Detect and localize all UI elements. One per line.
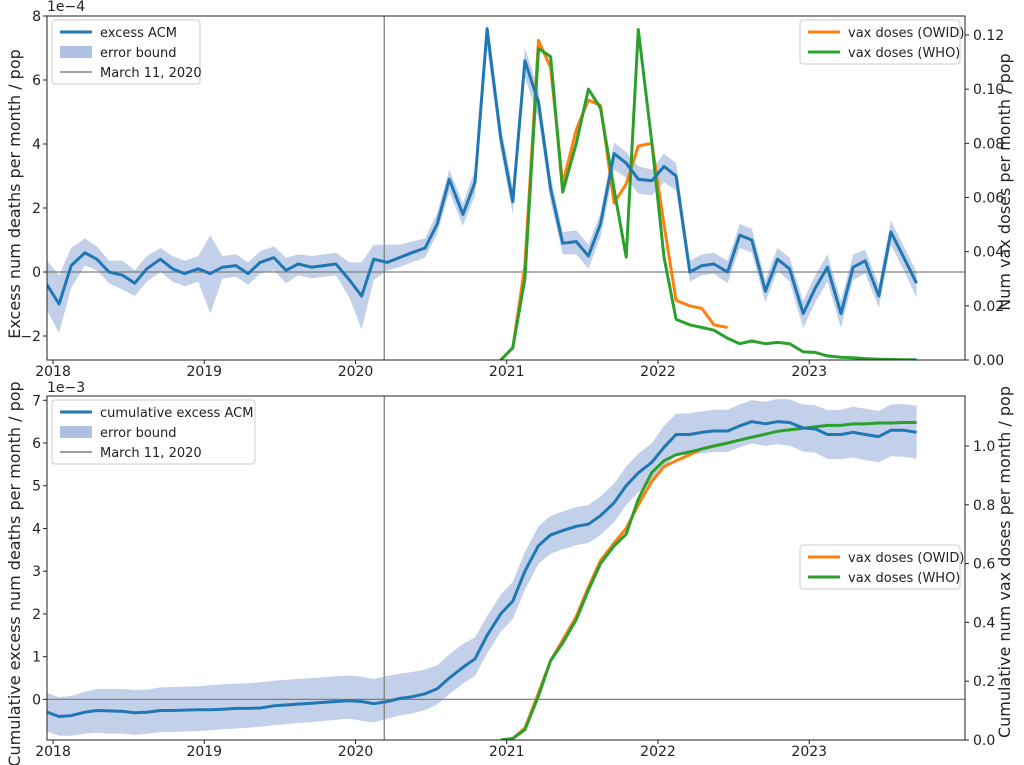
- y-tick-label: 1: [32, 650, 41, 666]
- y2-tick-label: 0.2: [973, 674, 995, 690]
- legend-left-label: error bound: [100, 46, 177, 61]
- y-tick-label: 0: [32, 692, 41, 708]
- legend-error-band-swatch: [60, 46, 92, 58]
- legend-left-box: [51, 19, 201, 85]
- y2-axis-title: Num vax doses per month / pop: [995, 53, 1014, 310]
- y2-tick-label: 0.8: [973, 498, 995, 514]
- excess-acm-line: [47, 27, 918, 316]
- legend-left-box: [51, 399, 256, 465]
- x-tick-label: 2021: [489, 364, 525, 380]
- error-band: [47, 399, 917, 736]
- y-tick-label: 6: [32, 436, 41, 452]
- y2-tick-label: 0.10: [973, 82, 1004, 98]
- y2-tick-label: 0.02: [973, 299, 1004, 315]
- x-tick-label: 2023: [791, 744, 827, 760]
- legend-error-band-swatch: [60, 426, 92, 438]
- legend-right-label: vax doses (OWID): [848, 551, 964, 566]
- y2-tick-label: 0.0: [973, 733, 995, 749]
- y-tick-label: 5: [32, 479, 41, 495]
- y2-tick-label: 0.00: [973, 353, 1004, 369]
- y2-tick-label: 0.4: [973, 615, 995, 631]
- x-tick-label: 2021: [489, 744, 525, 760]
- y-axis-title: Excess num deaths per month / pop: [5, 49, 24, 339]
- x-tick-label: 2020: [338, 364, 374, 380]
- x-tick-label: 2019: [186, 744, 222, 760]
- y-tick-label: 0: [32, 265, 41, 281]
- y2-tick-label: 0.6: [973, 557, 995, 573]
- plot-frame: [46, 15, 966, 361]
- legend-left-label: excess ACM: [100, 26, 177, 41]
- plot-frame: [46, 395, 966, 741]
- y-tick-label: 2: [32, 607, 41, 623]
- y-axis-title: Cumulative excess num deaths per month /…: [5, 381, 24, 765]
- legend-left-label: March 11, 2020: [100, 446, 202, 461]
- y-tick-label: 6: [32, 73, 41, 89]
- legend-left-label: cumulative excess ACM: [100, 406, 253, 421]
- y-tick-label: −2: [20, 329, 41, 345]
- y2-tick-label: 0.04: [973, 245, 1004, 261]
- y-tick-label: 2: [32, 201, 41, 217]
- error-band: [47, 22, 917, 333]
- legend-left-label: error bound: [100, 426, 177, 441]
- vax-owid-line: [499, 38, 728, 360]
- x-tick-label: 2019: [186, 364, 222, 380]
- plot-area: [47, 396, 965, 740]
- panel-monthly: 2018 2019 2020 2021 2022 2023 −2 0 2 4 6 8 0.00 0.02 0…: [5, 0, 1014, 380]
- x-tick-label: 2022: [640, 364, 676, 380]
- panel-cumulative: 2018 2019 2020 2021 2022 2023 0 1 2 3 4 5 6 7 0.0 0.2 0.…: [5, 380, 1014, 765]
- axis-scale-label: 1e−4: [47, 0, 85, 15]
- vax-who-line: [500, 421, 917, 740]
- y2-axis-title: Cumulative num vax doses per month / pop: [995, 386, 1014, 738]
- y-tick-label: 3: [32, 564, 41, 580]
- y2-tick-label: 1.0: [973, 439, 995, 455]
- x-tick-label: 2023: [791, 364, 827, 380]
- axis-scale-label: 1e−3: [47, 380, 85, 396]
- plot-area: [47, 16, 965, 360]
- x-tick-label: 2018: [35, 744, 71, 760]
- y2-tick-label: 0.06: [973, 190, 1004, 206]
- excess-acm-line: [47, 420, 917, 718]
- y2-tick-label: 0.12: [973, 28, 1004, 44]
- x-tick-label: 2018: [35, 364, 71, 380]
- y-tick-label: 7: [32, 393, 41, 409]
- x-tick-label: 2022: [640, 744, 676, 760]
- legend-left-label: March 11, 2020: [100, 66, 202, 81]
- y2-tick-label: 0.08: [973, 136, 1004, 152]
- y-tick-label: 8: [32, 9, 41, 25]
- legend-right-label: vax doses (WHO): [848, 571, 960, 586]
- x-tick-label: 2020: [338, 744, 374, 760]
- y-tick-label: 4: [32, 137, 41, 153]
- legend-right-label: vax doses (WHO): [848, 46, 960, 61]
- legend-right-label: vax doses (OWID): [848, 26, 964, 41]
- vax-who-line: [499, 28, 917, 360]
- y-tick-label: 4: [32, 521, 41, 537]
